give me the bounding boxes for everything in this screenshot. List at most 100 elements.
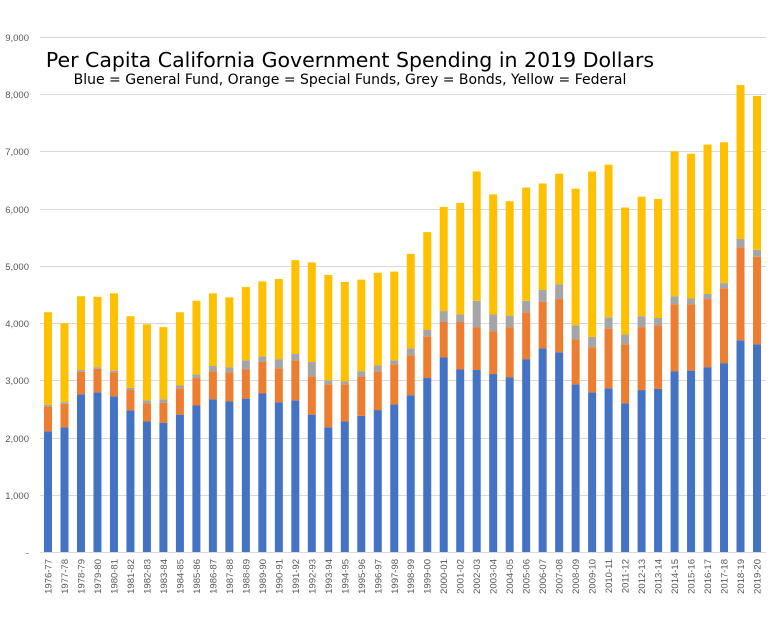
bar-segment-special-funds — [406, 355, 415, 396]
bar-stack-1999-00 — [423, 232, 432, 552]
bar-segment-special-funds — [241, 369, 250, 399]
bar-segment-bonds — [472, 300, 481, 328]
bar-segment-bonds — [307, 362, 316, 377]
bar-segment-federal — [258, 281, 267, 357]
bars — [44, 85, 761, 553]
bar-segment-federal — [489, 194, 498, 315]
bar-segment-federal — [555, 173, 564, 285]
bar-segment-special-funds — [324, 384, 333, 428]
x-tick-label: 2008-09 — [571, 559, 582, 594]
x-tick-label: 1985-86 — [192, 559, 203, 594]
bar-segment-bonds — [670, 296, 679, 305]
bar-segment-special-funds — [60, 403, 69, 428]
bar-stack-2006-07 — [538, 183, 547, 552]
bar-segment-general-fund — [159, 422, 168, 552]
bar-segment-general-fund — [621, 403, 630, 552]
bar-segment-special-funds — [489, 331, 498, 375]
bar-segment-federal — [159, 327, 168, 400]
bar-stack-1985-86 — [192, 300, 201, 552]
bar-stack-1982-83 — [142, 324, 151, 552]
bar-segment-special-funds — [258, 362, 267, 394]
bar-stack-2004-05 — [505, 201, 514, 552]
bar-segment-general-fund — [472, 370, 481, 552]
x-tick-label: 2018-19 — [736, 559, 747, 594]
x-tick-label: 1976-77 — [44, 559, 55, 594]
bar-segment-special-funds — [340, 384, 349, 422]
bar-segment-bonds — [324, 380, 333, 385]
bar-segment-special-funds — [703, 299, 712, 368]
bar-stack-1983-84 — [159, 327, 168, 552]
bar-stack-1981-82 — [126, 316, 135, 553]
bar-segment-general-fund — [324, 427, 333, 552]
bar-stack-1997-98 — [390, 271, 399, 552]
bar-segment-general-fund — [687, 370, 696, 552]
x-tick-label: 1987-88 — [225, 559, 236, 594]
bar-segment-federal — [357, 279, 366, 372]
bar-stack-2009-10 — [588, 171, 597, 552]
bar-segment-federal — [753, 95, 761, 250]
bar-stack-2014-15 — [670, 151, 679, 552]
bar-segment-special-funds — [637, 327, 646, 391]
bar-segment-federal — [340, 281, 349, 382]
bar-segment-special-funds — [439, 321, 448, 358]
bar-segment-federal — [637, 196, 646, 317]
bar-segment-federal — [472, 171, 481, 301]
bar-stack-1987-88 — [225, 297, 234, 552]
bar-segment-federal — [192, 300, 201, 375]
bar-segment-special-funds — [225, 372, 234, 402]
bar-segment-special-funds — [192, 378, 201, 406]
x-tick-label: 1992-93 — [307, 559, 318, 594]
bar-segment-federal — [687, 153, 696, 299]
bar-segment-federal — [423, 232, 432, 330]
bar-segment-federal — [225, 297, 234, 368]
bar-segment-bonds — [175, 385, 184, 389]
bar-segment-bonds — [44, 404, 52, 407]
bar-segment-bonds — [571, 325, 580, 340]
bar-stack-2003-04 — [489, 194, 498, 552]
bar-segment-general-fund — [637, 390, 646, 552]
bar-segment-federal — [720, 142, 729, 284]
chart-title: Per Capita California Government Spendin… — [46, 48, 654, 72]
bar-segment-special-funds — [753, 256, 761, 345]
bar-segment-special-funds — [736, 247, 745, 341]
bar-segment-general-fund — [258, 393, 267, 552]
bar-segment-special-funds — [571, 339, 580, 385]
bar-stack-1988-89 — [241, 287, 250, 552]
x-tick-label: 2006-07 — [538, 559, 549, 594]
y-tick-label: 3,000 — [5, 376, 29, 387]
bar-segment-special-funds — [93, 368, 102, 393]
bar-stack-1976-77 — [44, 312, 52, 552]
bar-segment-general-fund — [571, 384, 580, 552]
bar-stack-2015-16 — [687, 153, 696, 552]
y-tick-label: 8,000 — [5, 90, 29, 101]
bar-segment-federal — [390, 271, 399, 361]
bar-stack-2012-13 — [637, 196, 646, 552]
bar-segment-special-funds — [175, 388, 184, 415]
x-tick-label: 1984-85 — [175, 559, 186, 594]
bar-segment-general-fund — [142, 421, 151, 552]
bar-segment-general-fund — [439, 357, 448, 552]
x-tick-label: 1990-91 — [274, 559, 285, 594]
bar-segment-bonds — [703, 293, 712, 300]
bar-segment-bonds — [637, 316, 646, 328]
bar-segment-general-fund — [357, 415, 366, 552]
bar-segment-general-fund — [588, 392, 597, 552]
bar-stack-1979-80 — [93, 296, 102, 552]
bar-segment-special-funds — [538, 301, 547, 349]
bar-segment-special-funds — [654, 325, 663, 389]
x-tick-label: 2015-16 — [687, 559, 698, 594]
bar-segment-federal — [142, 324, 151, 401]
bar-segment-special-funds — [126, 390, 135, 411]
x-tick-label: 1988-89 — [241, 559, 252, 594]
y-tick-label: - — [26, 548, 29, 559]
bar-segment-federal — [324, 275, 333, 381]
bar-segment-federal — [208, 293, 217, 367]
x-tick-label: 2016-17 — [703, 559, 714, 594]
x-tick-label: 2000-01 — [439, 559, 450, 594]
bar-segment-federal — [274, 279, 283, 360]
bar-segment-federal — [736, 85, 745, 239]
bar-stack-2000-01 — [439, 206, 448, 552]
bar-segment-general-fund — [208, 399, 217, 552]
y-tick-label: 9,000 — [5, 33, 29, 44]
bar-segment-special-funds — [604, 328, 613, 389]
